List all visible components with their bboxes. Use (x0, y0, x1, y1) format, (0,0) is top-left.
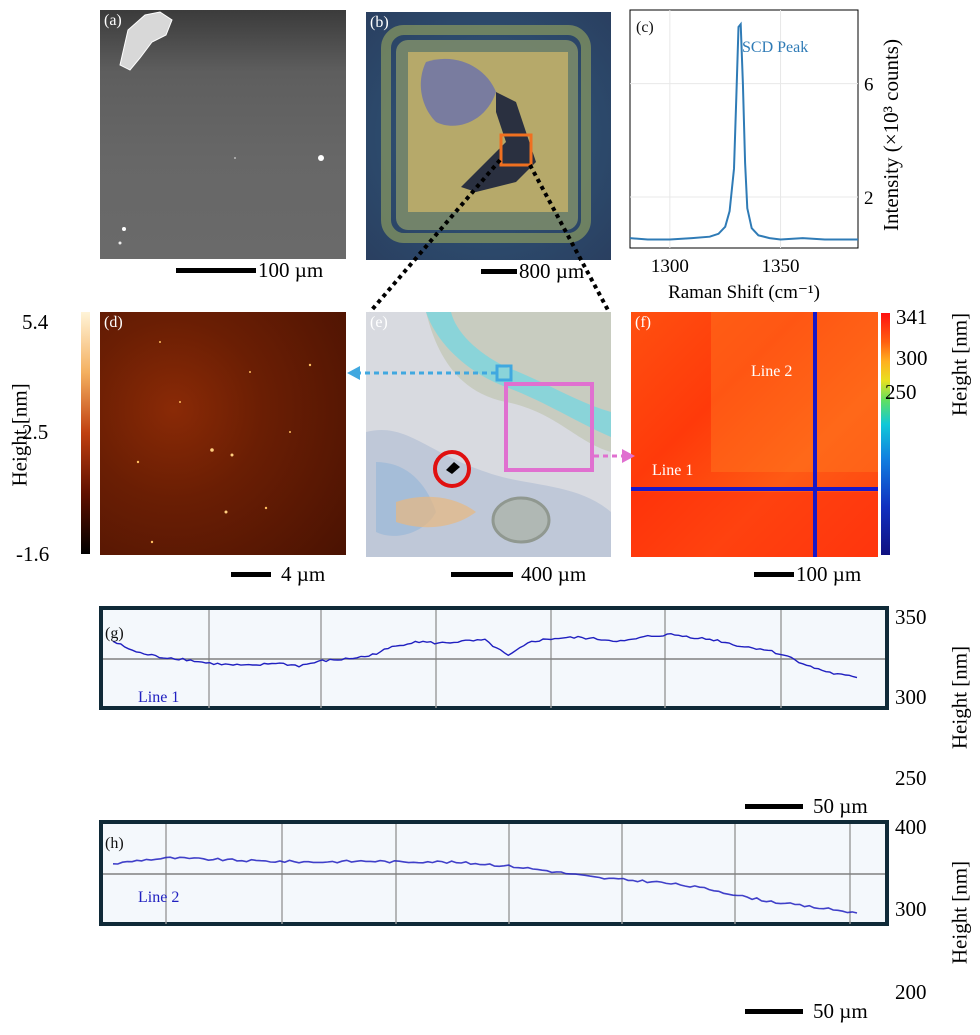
raman-ylabel: Intensity (×10³ counts) (879, 39, 903, 231)
panel-f-height-map: Line 1 Line 2 (f) (631, 312, 878, 557)
red-circle (433, 450, 471, 488)
sem-dot (118, 241, 122, 245)
panel-label: (c) (636, 19, 654, 36)
panel-label: (a) (104, 12, 122, 29)
scalebar-b: 800 µm (481, 259, 584, 284)
pink-box (504, 382, 594, 472)
colorbar-f (881, 313, 890, 555)
panel-g-profile: (g) Line 1 (99, 606, 889, 710)
panel-label: (h) (105, 835, 124, 852)
h-ytick: 300 (895, 897, 927, 921)
colorbar-f-tick: 250 (885, 380, 917, 404)
g-ytick: 250 (895, 766, 927, 790)
zoom-connector (528, 164, 611, 313)
colorbar-d-tick: -1.6 (16, 542, 50, 566)
colorbar-f-tick: 300 (896, 346, 928, 370)
raman-series-line (629, 21, 858, 241)
orange-box (499, 133, 533, 167)
sem-dot (122, 227, 126, 231)
line-2-profile (112, 856, 858, 914)
sem-dot (318, 155, 324, 161)
g-ytick: 300 (895, 685, 927, 709)
colorbar-d (81, 312, 90, 554)
scalebar-a: 100 µm (176, 258, 323, 283)
raman-xtick: 1300 (651, 256, 689, 277)
scalebar-e: 400 µm (451, 562, 586, 587)
raman-ytick: 6 (864, 75, 874, 96)
panel-label: (b) (370, 14, 389, 31)
panel-label: (g) (105, 625, 124, 642)
g-ylabel: Height [nm] (947, 645, 972, 750)
arrow-to-f-head (622, 449, 635, 463)
panel-b-optical-image: (b) (366, 12, 611, 260)
colorbar-d-tick: 5.4 (22, 310, 49, 334)
h-ylabel: Height [nm] (947, 860, 972, 965)
raman-xlabel: Raman Shift (cm⁻¹) (668, 282, 820, 303)
sem-dot (234, 157, 236, 159)
panel-c-raman-chart: (c) SCD Peak 1300 1350 6 2 Raman Shift (cm… (629, 9, 903, 303)
raman-xtick: 1350 (762, 256, 800, 277)
line-1-profile (112, 632, 858, 679)
panel-e-optical-image: (e) (366, 312, 611, 557)
scalebar-g: 50 µm (745, 794, 868, 819)
panel-h-profile: (h) Line 2 (99, 820, 889, 926)
colorbar-d-tick: 2.5 (22, 420, 49, 444)
sem-particle (119, 11, 173, 71)
g-ytick: 350 (895, 605, 927, 629)
profile-line-label: Line 1 (138, 689, 179, 706)
panel-d-afm-image: (d) (100, 312, 346, 555)
line-1-label: Line 1 (652, 462, 693, 479)
profile-line-label: Line 2 (138, 889, 179, 906)
scalebar-d: 4 µm (231, 562, 325, 587)
zoom-connector (368, 158, 502, 314)
h-ytick: 200 (895, 980, 927, 1004)
blue-box (495, 364, 513, 382)
colorbar-f-tick: 341 (896, 305, 928, 329)
panel-label: (f) (635, 314, 651, 331)
h-ytick: 400 (895, 815, 927, 839)
line-2-label: Line 2 (751, 363, 792, 380)
raman-ytick: 2 (864, 188, 874, 209)
arrow-to-d-head (347, 366, 360, 380)
scd-peak-annotation: SCD Peak (742, 39, 808, 56)
scalebar-h: 50 µm (745, 999, 868, 1024)
scalebar-f: 100 µm (754, 562, 861, 587)
panel-a-sem-image: (a) (100, 10, 346, 259)
panel-label: (e) (370, 314, 388, 331)
connector-overlay (347, 158, 635, 463)
panel-label: (d) (104, 314, 123, 331)
